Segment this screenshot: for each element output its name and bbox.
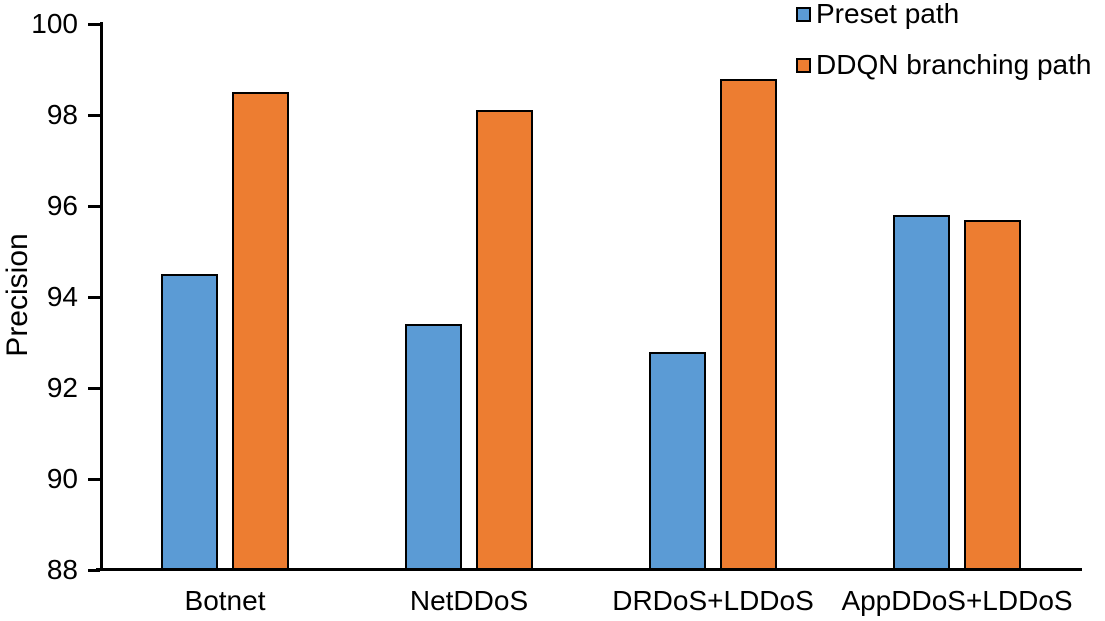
- legend-label: Preset path: [816, 0, 960, 29]
- legend-item: DDQN branching path: [796, 51, 1091, 79]
- bar-series0-cat0: [161, 274, 218, 570]
- y-axis-tick: [88, 477, 100, 481]
- x-axis-category-label: DRDoS+LDDoS: [612, 585, 814, 616]
- legend: Preset path DDQN branching path: [796, 0, 1091, 102]
- y-axis-line: [100, 22, 103, 570]
- y-axis-tick: [88, 204, 100, 208]
- bar-series1-cat1: [476, 110, 533, 570]
- y-axis-tick-label: 96: [46, 190, 78, 221]
- y-axis-tick: [88, 113, 100, 117]
- legend-swatch-icon: [796, 57, 811, 73]
- x-axis-category-label: AppDDoS+LDDoS: [841, 585, 1073, 616]
- bar-series0-cat1: [405, 324, 462, 570]
- y-axis-tick-label: 90: [46, 463, 78, 494]
- y-axis-tick: [88, 22, 100, 26]
- bar-series1-cat3: [964, 219, 1021, 570]
- x-axis-category-label: NetDDoS: [409, 585, 529, 616]
- legend-item: Preset path: [796, 0, 1091, 28]
- y-axis-tick-label: 94: [46, 281, 78, 312]
- y-axis-tick-label: 88: [46, 554, 78, 585]
- y-axis-tick-label: 98: [46, 99, 78, 130]
- y-axis-tick: [88, 295, 100, 299]
- legend-swatch-icon: [796, 6, 811, 22]
- x-axis-category-label: Botnet: [184, 585, 266, 616]
- y-axis-tick: [88, 568, 100, 572]
- legend-label: DDQN branching path: [816, 49, 1092, 80]
- x-axis-line: [96, 568, 1082, 571]
- y-axis-tick-label: 92: [46, 372, 78, 403]
- bar-series0-cat3: [893, 215, 950, 570]
- bar-series0-cat2: [649, 351, 706, 570]
- y-axis-tick-label: 100: [31, 8, 78, 39]
- y-axis-tick: [88, 386, 100, 390]
- bar-series1-cat2: [720, 78, 777, 570]
- bar-series1-cat0: [232, 92, 289, 570]
